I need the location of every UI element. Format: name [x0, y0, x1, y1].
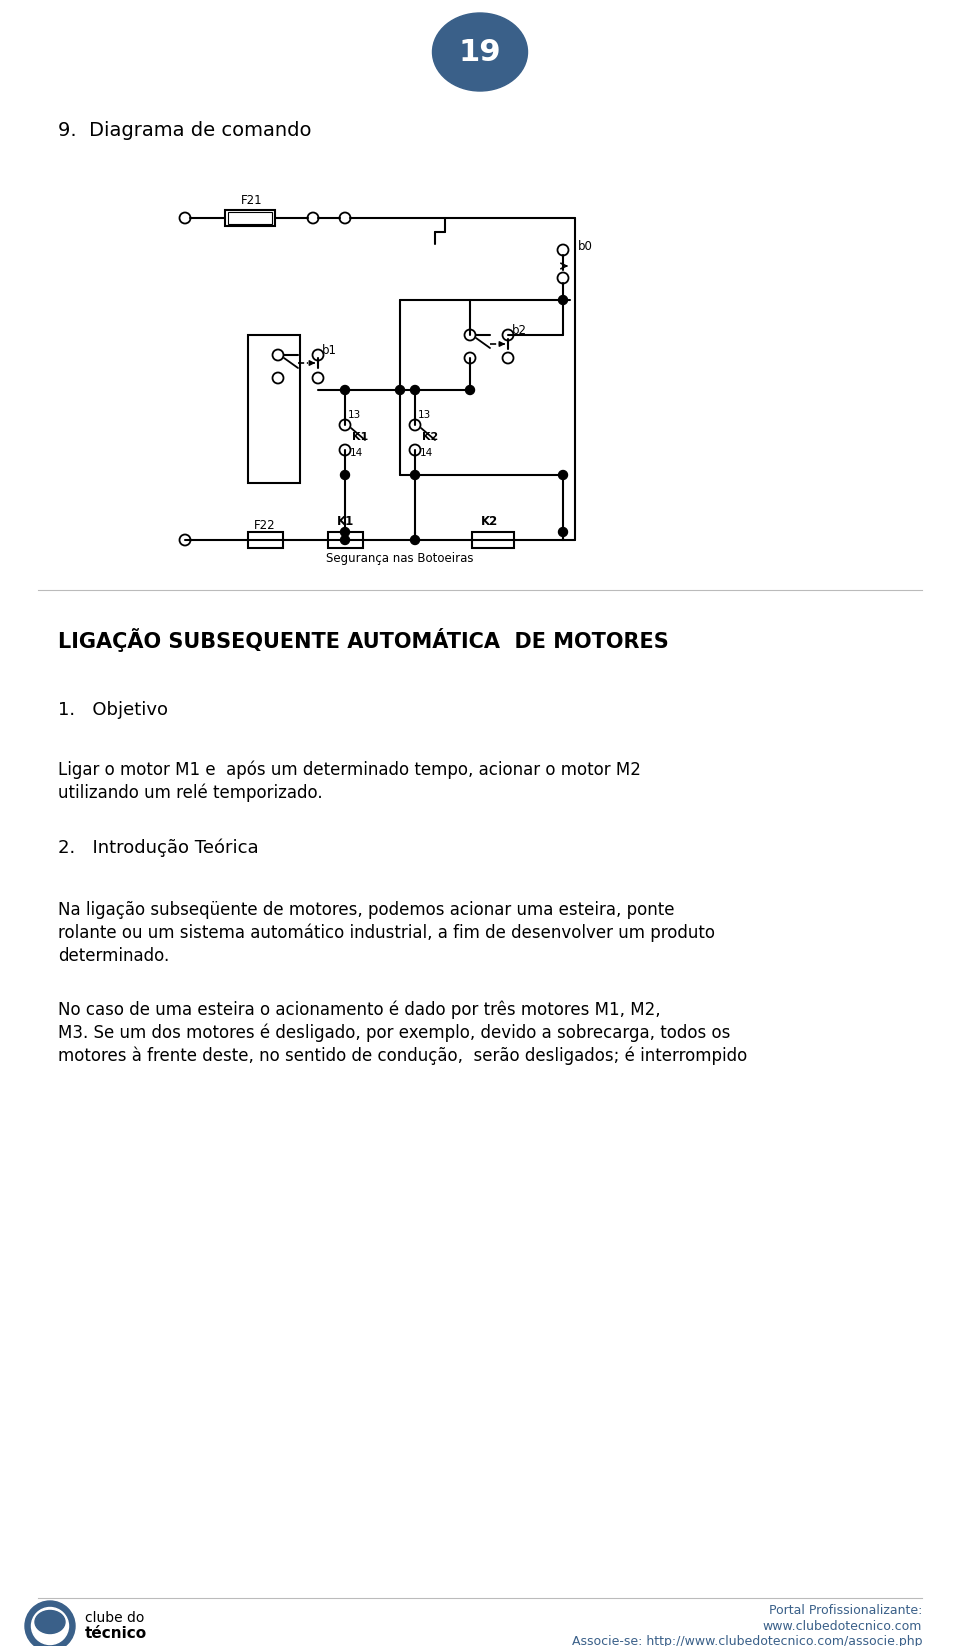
Bar: [472, 532, 514, 548]
Circle shape: [559, 296, 567, 305]
Ellipse shape: [35, 1610, 65, 1633]
Circle shape: [341, 535, 349, 545]
Text: No caso de uma esteira o acionamento é dado por três motores M1, M2,: No caso de uma esteira o acionamento é d…: [58, 1001, 660, 1019]
Circle shape: [411, 385, 420, 395]
Text: 1.   Objetivo: 1. Objetivo: [58, 701, 168, 719]
Text: b0: b0: [578, 240, 593, 252]
Text: b1: b1: [322, 344, 337, 357]
Text: www.clubedotecnico.com: www.clubedotecnico.com: [762, 1620, 922, 1633]
Text: LIGAÇÃO SUBSEQUENTE AUTOMÁTICA  DE MOTORES: LIGAÇÃO SUBSEQUENTE AUTOMÁTICA DE MOTORE…: [58, 629, 669, 652]
Text: determinado.: determinado.: [58, 946, 169, 965]
Circle shape: [559, 471, 567, 479]
Ellipse shape: [433, 13, 527, 91]
Text: 13: 13: [348, 410, 361, 420]
Text: clube do: clube do: [85, 1611, 144, 1625]
Text: F22: F22: [254, 518, 276, 532]
Text: 19: 19: [459, 38, 501, 66]
Circle shape: [411, 535, 420, 545]
Text: b2: b2: [512, 324, 527, 336]
Bar: [328, 532, 363, 548]
Bar: [248, 532, 283, 548]
Circle shape: [341, 385, 349, 395]
Ellipse shape: [32, 1608, 68, 1644]
Bar: [225, 211, 275, 226]
Text: Na ligação subseqüente de motores, podemos acionar uma esteira, ponte: Na ligação subseqüente de motores, podem…: [58, 900, 675, 918]
Circle shape: [396, 385, 404, 395]
Ellipse shape: [25, 1602, 75, 1646]
Circle shape: [559, 527, 567, 537]
Text: 9.  Diagrama de comando: 9. Diagrama de comando: [58, 120, 311, 140]
Text: K2: K2: [422, 431, 439, 443]
Text: técnico: técnico: [85, 1626, 147, 1641]
Text: 14: 14: [420, 448, 433, 458]
Text: rolante ou um sistema automático industrial, a fim de desenvolver um produto: rolante ou um sistema automático industr…: [58, 923, 715, 942]
Text: Ligar o motor M1 e  após um determinado tempo, acionar o motor M2: Ligar o motor M1 e após um determinado t…: [58, 760, 641, 779]
Bar: [248, 336, 300, 482]
Text: 2.   Introdução Teórica: 2. Introdução Teórica: [58, 839, 258, 858]
Text: motores à frente deste, no sentido de condução,  serão desligados; é interrompid: motores à frente deste, no sentido de co…: [58, 1047, 747, 1065]
Text: Associe-se: http://www.clubedotecnico.com/associe.php: Associe-se: http://www.clubedotecnico.co…: [571, 1634, 922, 1646]
Text: 13: 13: [418, 410, 431, 420]
Text: 14: 14: [350, 448, 363, 458]
Circle shape: [466, 385, 474, 395]
Circle shape: [411, 471, 420, 479]
Text: M3. Se um dos motores é desligado, por exemplo, devido a sobrecarga, todos os: M3. Se um dos motores é desligado, por e…: [58, 1024, 731, 1042]
Text: Portal Profissionalizante:: Portal Profissionalizante:: [769, 1603, 922, 1616]
Text: Segurança nas Botoeiras: Segurança nas Botoeiras: [326, 551, 473, 565]
Text: F21: F21: [241, 194, 263, 206]
Text: K1: K1: [352, 431, 369, 443]
Circle shape: [341, 471, 349, 479]
Text: K2: K2: [481, 515, 498, 527]
Bar: [228, 212, 272, 224]
Text: K1: K1: [336, 515, 353, 527]
Circle shape: [341, 527, 349, 537]
Text: utilizando um relé temporizado.: utilizando um relé temporizado.: [58, 783, 323, 802]
